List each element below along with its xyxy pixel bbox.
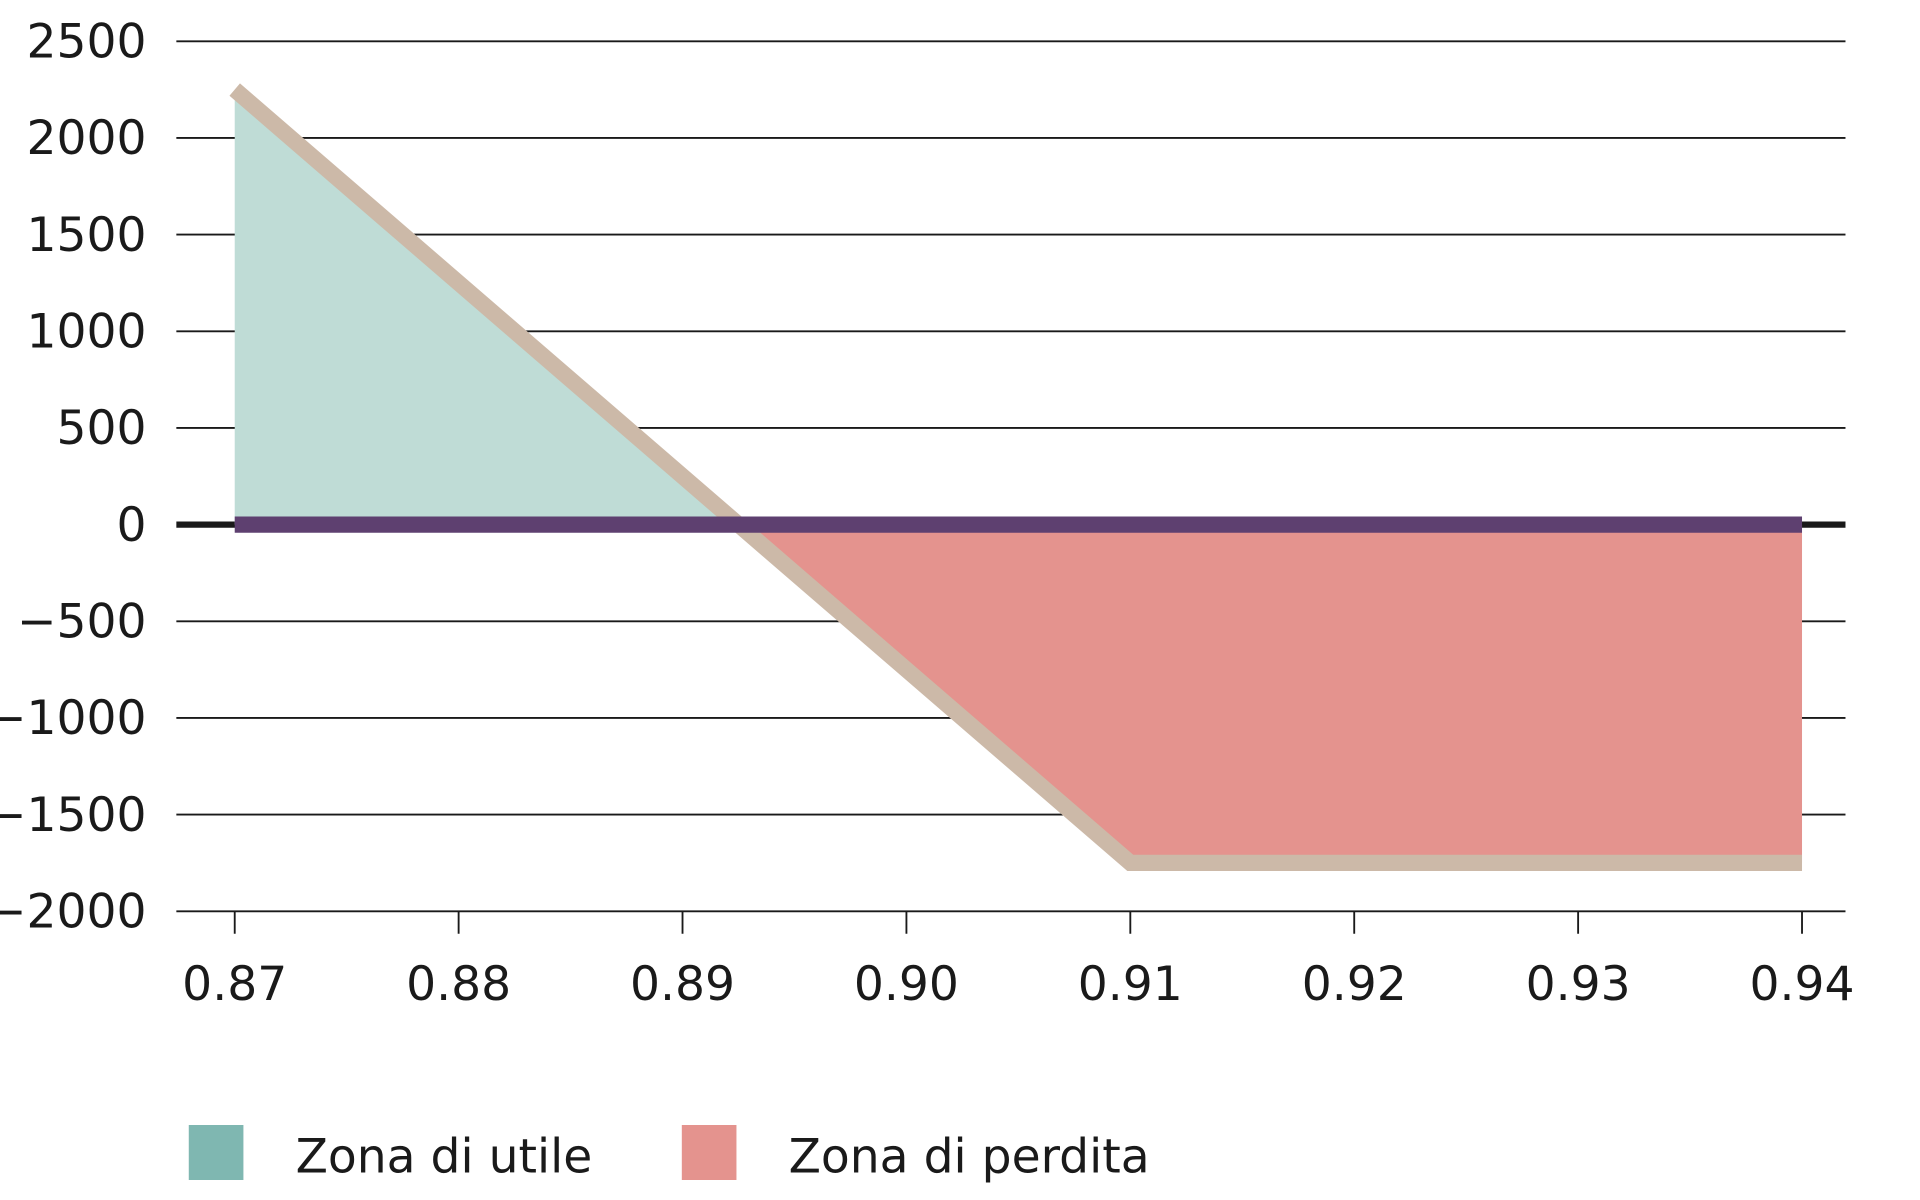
y-tick-label: 500 [56, 401, 146, 456]
x-tick-label: 0.91 [1078, 957, 1183, 1012]
lines [229, 83, 1803, 872]
y-tick-label: 2500 [26, 14, 146, 69]
legend-label-loss: Zona di perdita [789, 1129, 1150, 1184]
legend-label-profit: Zona di utile [296, 1129, 593, 1184]
y-tick-label: −1000 [0, 691, 147, 746]
y-tick-label: 0 [117, 498, 147, 553]
x-tick-label: 0.87 [182, 957, 287, 1012]
x-tick-label: 0.93 [1526, 957, 1631, 1012]
x-tick-label: 0.90 [854, 957, 959, 1012]
y-tick-label: 1000 [26, 304, 146, 359]
y-tick-label: −2000 [0, 884, 147, 939]
y-axis: 2500 2000 1500 1000 500 0 −500 −1000 −1500 −2000 [0, 14, 147, 939]
payoff-line [229, 83, 1803, 872]
y-tick-label: 2000 [26, 111, 146, 166]
legend-swatch-profit [188, 1125, 244, 1180]
y-tick-label: −500 [17, 594, 147, 649]
x-tick-label: 0.92 [1302, 957, 1407, 1012]
areas [234, 89, 1803, 863]
loss-zone-area [738, 524, 1803, 863]
legend: Zona di utile Zona di perdita [188, 1125, 1150, 1185]
x-axis: 0.87 0.88 0.89 0.90 0.91 0.92 0.93 0.94 [182, 911, 1855, 1012]
y-tick-label: −1500 [0, 788, 147, 843]
x-tick-label: 0.94 [1749, 957, 1854, 1012]
x-tick-label: 0.88 [406, 957, 511, 1012]
y-tick-label: 1500 [26, 208, 146, 263]
legend-swatch-loss [681, 1125, 737, 1180]
x-tick-label: 0.89 [630, 957, 735, 1012]
